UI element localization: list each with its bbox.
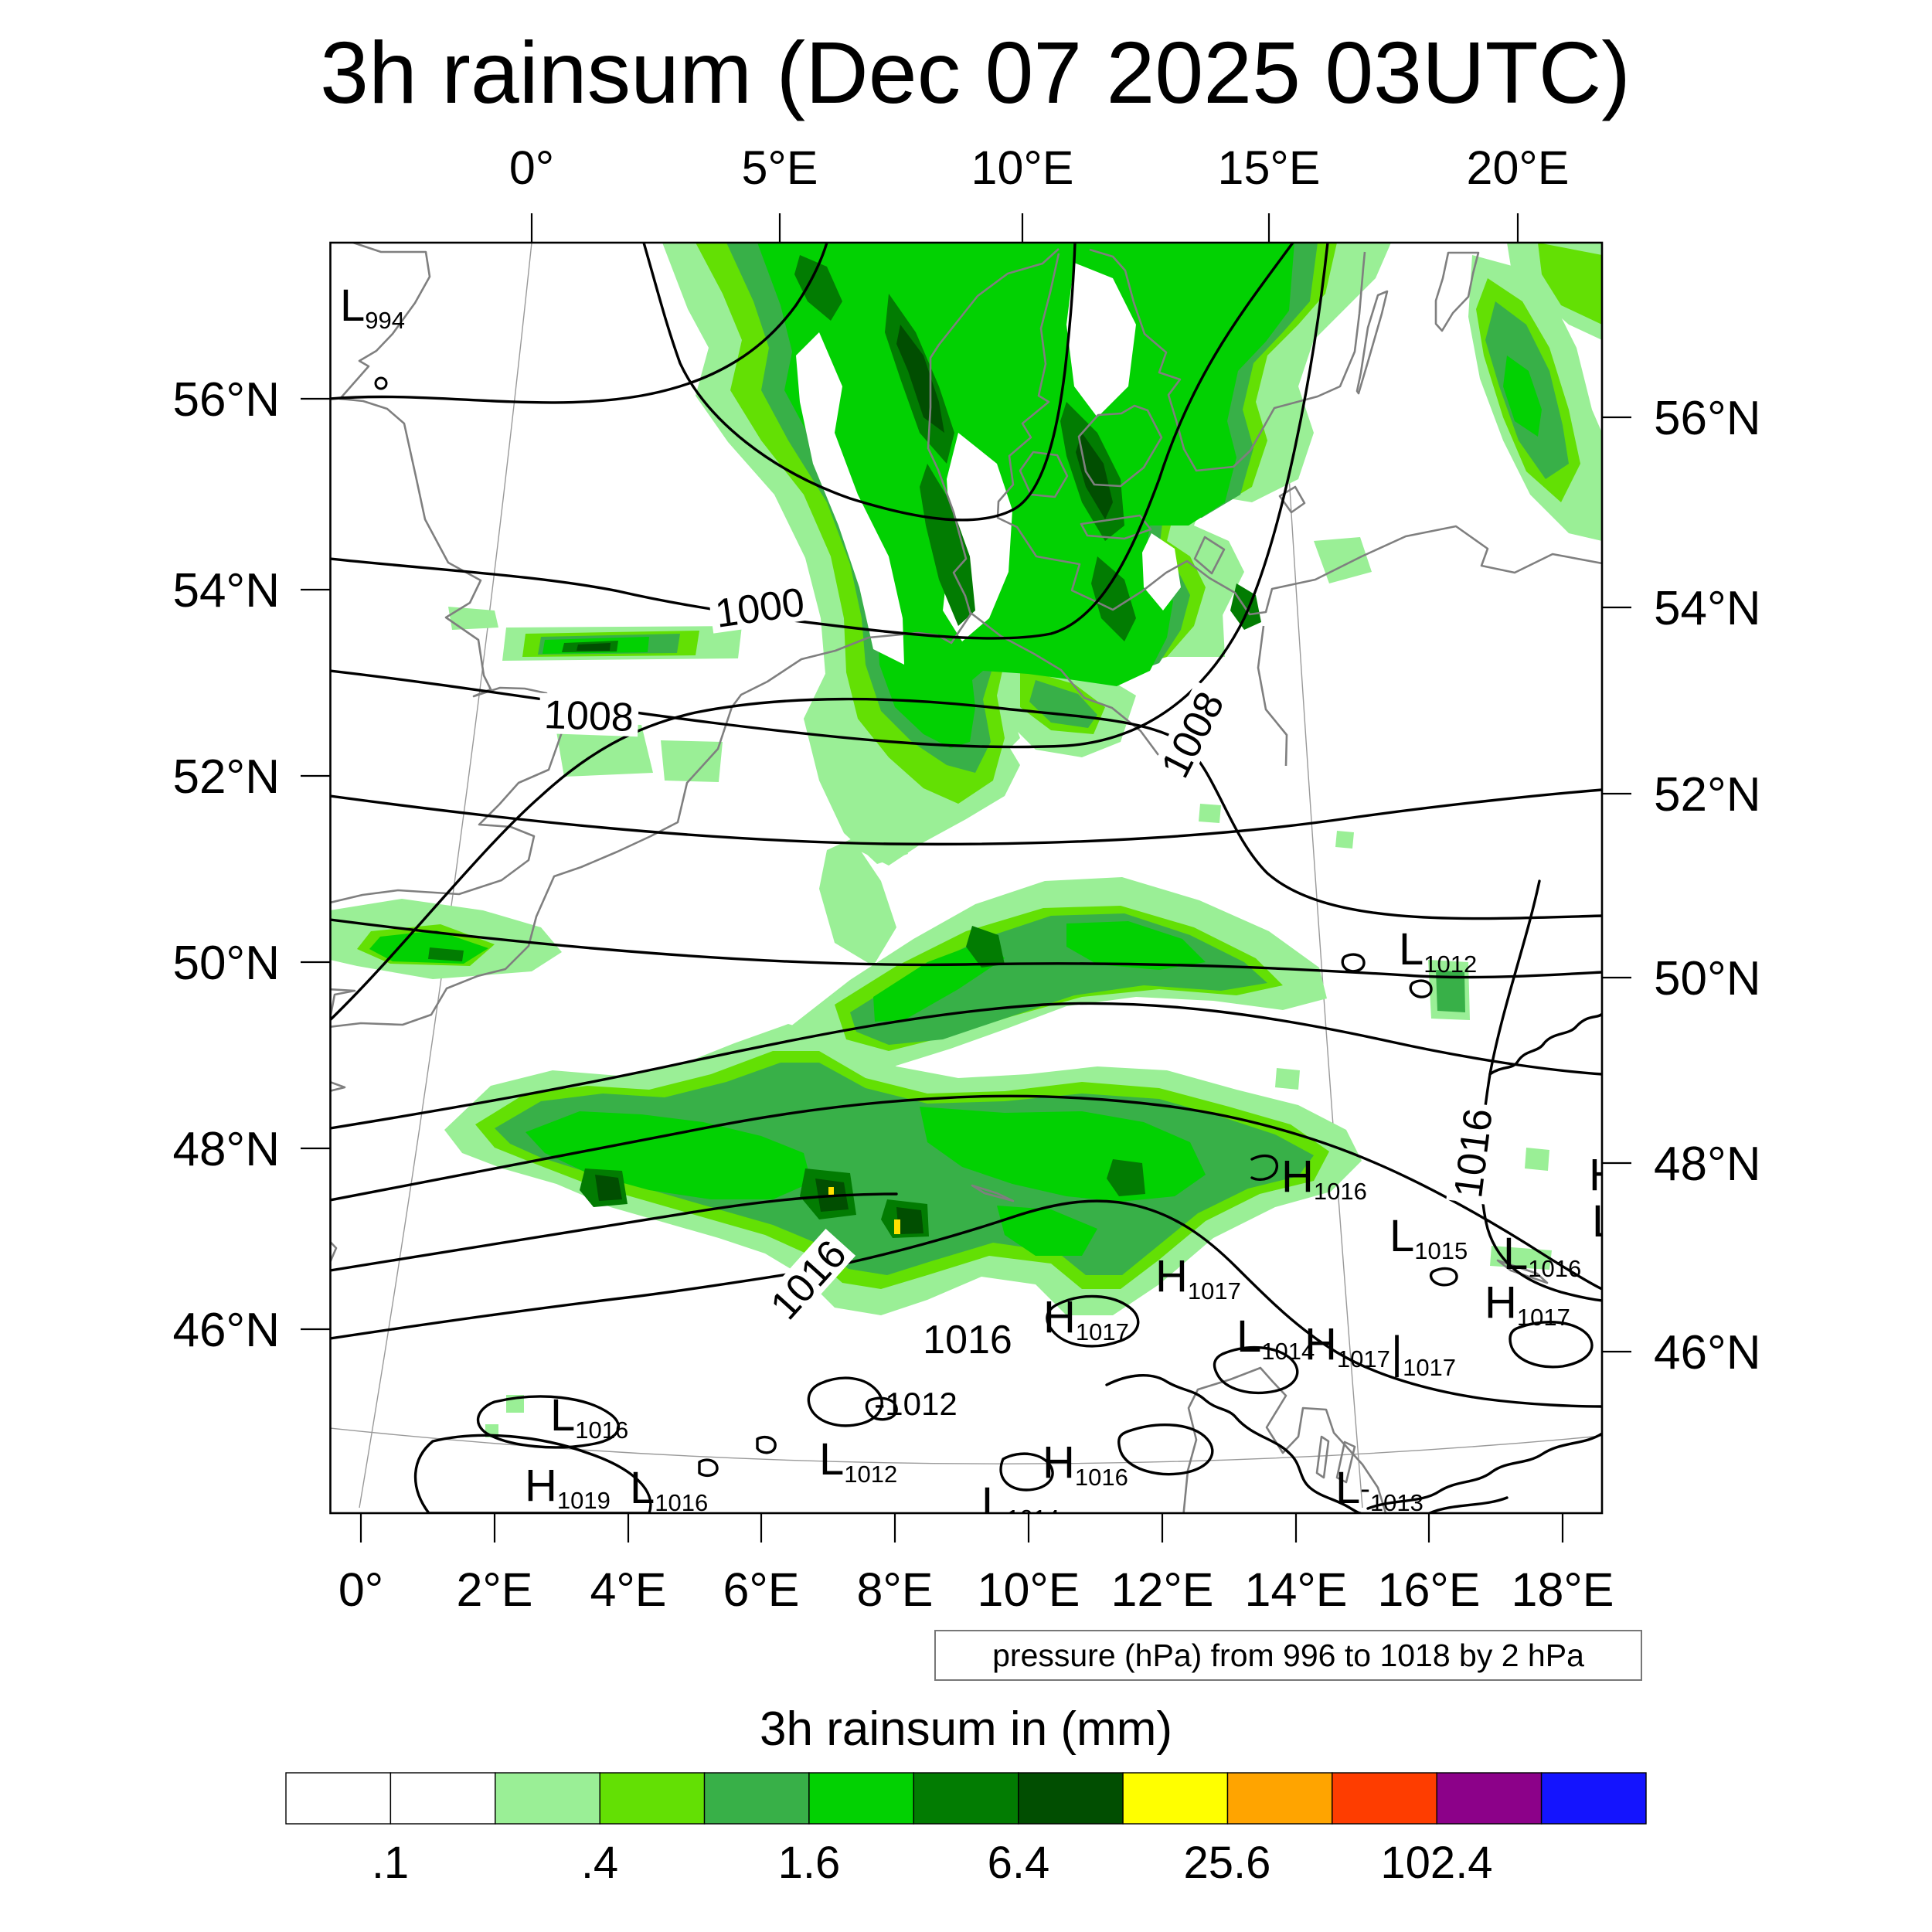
- svg-text:48°N: 48°N: [1654, 1138, 1761, 1191]
- svg-text:6°E: 6°E: [723, 1563, 799, 1616]
- svg-text:2°E: 2°E: [456, 1563, 532, 1616]
- svg-text:.1: .1: [372, 1838, 409, 1888]
- svg-text:15°E: 15°E: [1218, 141, 1321, 194]
- svg-text:50°N: 50°N: [1654, 952, 1761, 1005]
- svg-text:10°E: 10°E: [978, 1563, 1080, 1616]
- svg-text:46°N: 46°N: [172, 1304, 280, 1357]
- svg-text:50°N: 50°N: [172, 937, 280, 990]
- svg-text:12°E: 12°E: [1111, 1563, 1214, 1616]
- svg-text:52°N: 52°N: [172, 750, 280, 804]
- svg-text:1.6: 1.6: [778, 1838, 841, 1888]
- svg-text:46°N: 46°N: [1654, 1326, 1761, 1379]
- svg-text:16°E: 16°E: [1378, 1563, 1481, 1616]
- svg-text:.4: .4: [581, 1838, 618, 1888]
- svg-text:0°: 0°: [509, 141, 554, 194]
- svg-text:1016: 1016: [1446, 1106, 1502, 1200]
- svg-text:L1016: L1016: [1592, 1196, 1670, 1250]
- svg-text:52°N: 52°N: [1654, 768, 1761, 821]
- svg-text:14°E: 14°E: [1245, 1563, 1348, 1616]
- svg-text:4°E: 4°E: [590, 1563, 666, 1616]
- svg-text:48°N: 48°N: [172, 1123, 280, 1176]
- svg-text:54°N: 54°N: [172, 564, 280, 617]
- svg-text:1008: 1008: [543, 692, 634, 740]
- svg-text:25.6: 25.6: [1184, 1838, 1271, 1888]
- svg-text:18°E: 18°E: [1512, 1563, 1614, 1616]
- svg-text:54°N: 54°N: [1654, 582, 1761, 635]
- svg-text:H1017: H1017: [1589, 1150, 1675, 1203]
- svg-text:0°: 0°: [338, 1563, 383, 1616]
- svg-text:56°N: 56°N: [172, 373, 280, 427]
- svg-text:1016: 1016: [923, 1318, 1012, 1362]
- svg-text:102.4: 102.4: [1380, 1838, 1492, 1888]
- svg-text:10°E: 10°E: [971, 141, 1074, 194]
- svg-text:3h rainsum in (mm): 3h rainsum in (mm): [760, 1702, 1172, 1756]
- svg-text:-1012: -1012: [874, 1386, 957, 1422]
- svg-text:pressure (hPa) from 996 to 101: pressure (hPa) from 996 to 1018 by 2 hPa: [992, 1638, 1584, 1673]
- svg-text:3h rainsum (Dec 07 2025 03UTC): 3h rainsum (Dec 07 2025 03UTC): [320, 24, 1631, 121]
- svg-text:5°E: 5°E: [741, 141, 818, 194]
- svg-text:20°E: 20°E: [1467, 141, 1570, 194]
- svg-text:56°N: 56°N: [1654, 392, 1761, 445]
- svg-text:8°E: 8°E: [856, 1563, 933, 1616]
- svg-text:6.4: 6.4: [988, 1838, 1050, 1888]
